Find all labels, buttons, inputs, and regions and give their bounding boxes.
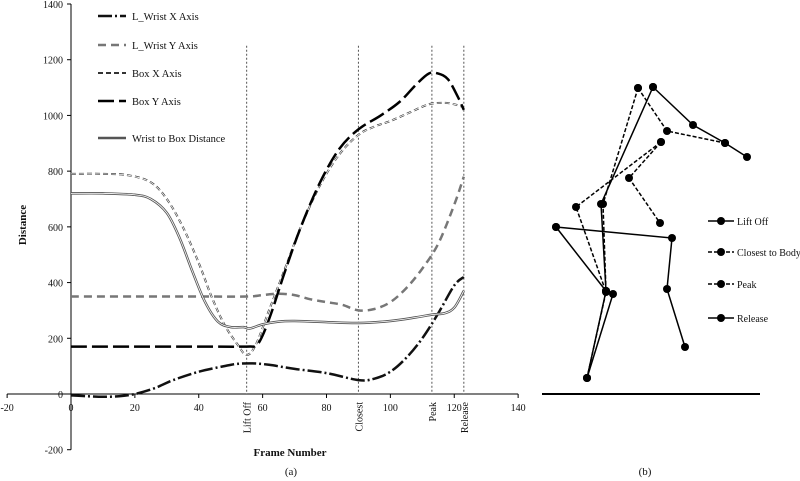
series-highlight	[70, 102, 464, 356]
legend-label: Box X Axis	[132, 69, 182, 80]
pose-solid	[586, 293, 614, 379]
caption-b: (b)	[639, 466, 652, 478]
caption-a: (a)	[285, 466, 298, 478]
joint-marker	[572, 203, 580, 211]
pose-solid	[555, 226, 607, 292]
legend-b-marker	[717, 248, 725, 256]
joint-marker	[689, 121, 697, 129]
y-tick-label: 0	[58, 390, 63, 401]
joint-marker	[663, 285, 671, 293]
y-tick-label: 600	[48, 223, 63, 234]
pose-solid	[652, 86, 748, 158]
joint-marker	[609, 290, 617, 298]
legend-b-label: Lift Off	[737, 217, 769, 228]
y-tick-label: 200	[48, 334, 63, 345]
joint-marker	[583, 374, 591, 382]
y-tick-label: 1000	[43, 111, 63, 122]
y-tick-label: 1200	[43, 56, 63, 67]
joint-marker	[663, 127, 671, 135]
event-label: Lift Off	[243, 401, 254, 433]
event-label: Release	[460, 401, 471, 433]
legend-b-marker	[717, 217, 725, 225]
x-tick-label: 80	[322, 403, 332, 414]
legend-label: L_Wrist X Axis	[132, 12, 199, 23]
y-tick-label: 400	[48, 279, 63, 290]
joint-marker	[657, 138, 665, 146]
chart-axes: -20 0 20 40 60 80 100 120 140-200020040060080010…	[0, 0, 525, 457]
legend-label: Wrist to Box Distance	[132, 134, 226, 145]
joint-marker	[681, 343, 689, 351]
legend-b-marker	[717, 314, 725, 322]
series-wrist-to-box-distance	[70, 192, 465, 330]
series-box-x-axis	[70, 101, 465, 357]
joint-marker	[625, 174, 633, 182]
series-l-wrist-x-axis	[70, 276, 465, 399]
legend-label: L_Wrist Y Axis	[132, 41, 198, 52]
joint-marker	[599, 200, 607, 208]
stick-figure-legend: Lift Off Closest to Body Peak Release	[708, 217, 800, 325]
joint-marker	[602, 288, 610, 296]
y-axis-label: Distance	[17, 205, 29, 245]
series-highlight	[70, 192, 465, 329]
chart-series	[70, 71, 465, 399]
y-tick-label: 1400	[43, 0, 63, 11]
legend-b-marker	[717, 280, 725, 288]
x-tick-label: 140	[511, 403, 526, 414]
series-box-y-axis	[70, 71, 465, 348]
joint-marker	[721, 139, 729, 147]
y-tick-label: 800	[48, 167, 63, 178]
joint-marker	[743, 153, 751, 161]
joint-marker	[649, 83, 657, 91]
pose-dashed	[575, 141, 662, 379]
legend-b-label: Release	[737, 314, 769, 325]
joint-marker	[634, 84, 642, 92]
x-tick-label: 20	[130, 403, 140, 414]
legend-label: Box Y Axis	[132, 97, 181, 108]
joint-marker	[668, 234, 676, 242]
pose-solid	[555, 226, 686, 348]
pose-dashed	[637, 87, 726, 144]
legend-b-label: Closest to Body	[737, 248, 800, 259]
legend-b-label: Peak	[737, 280, 756, 291]
joint-marker	[656, 219, 664, 227]
x-tick-label: -20	[0, 403, 13, 414]
stick-figure-diagram	[542, 83, 760, 395]
event-label: Closest	[354, 402, 365, 432]
chart-legend: L_Wrist X Axis L_Wrist Y Axis Box X Axis Bo…	[98, 12, 226, 145]
x-tick-label: 0	[69, 403, 74, 414]
series-l-wrist-y-axis	[71, 176, 465, 312]
x-tick-label: 40	[194, 403, 204, 414]
x-tick-label: 120	[447, 403, 462, 414]
y-tick-label: -200	[45, 446, 63, 457]
x-tick-label: 100	[383, 403, 398, 414]
joint-marker	[552, 223, 560, 231]
x-tick-label: 60	[258, 403, 268, 414]
x-axis-label: Frame Number	[253, 447, 326, 459]
event-label: Peak	[428, 402, 439, 421]
